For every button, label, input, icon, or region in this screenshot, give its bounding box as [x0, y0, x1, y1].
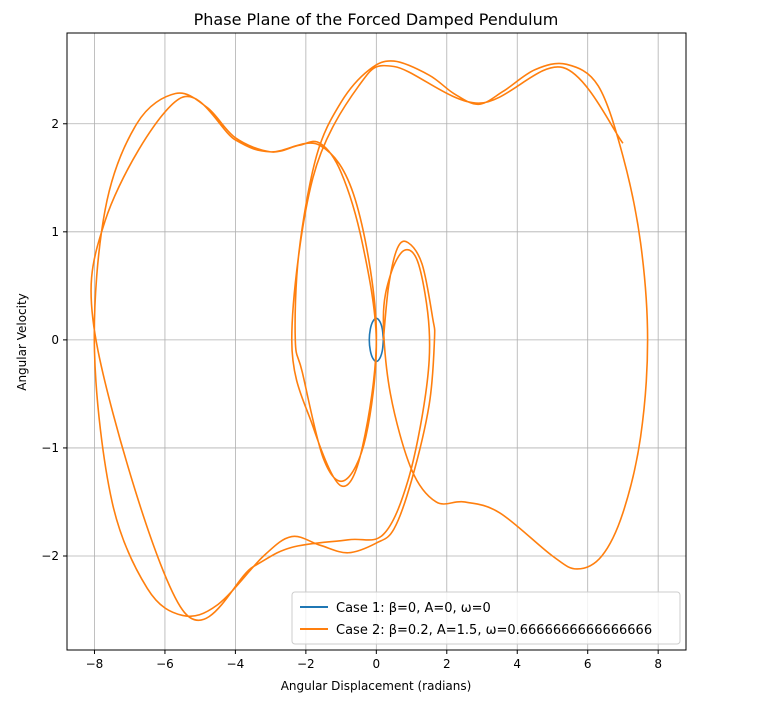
x-tick-label: −8 [86, 657, 104, 671]
legend-label: Case 1: β=0, A=0, ω=0 [336, 601, 491, 616]
y-tick-label: 1 [51, 225, 59, 239]
y-tick-label: 0 [51, 333, 59, 347]
y-tick-label: 2 [51, 117, 59, 131]
line-series [368, 317, 385, 363]
legend-box [291, 591, 681, 645]
legend-label: Case 2: β=0.2, A=1.5, ω=0.66666666666666… [336, 623, 652, 638]
x-tick-label: 4 [513, 657, 521, 671]
axes-frame [66, 32, 687, 651]
chart-title: Phase Plane of the Forced Damped Pendulu… [194, 10, 559, 29]
y-tick-label: −2 [41, 549, 59, 563]
x-tick-label: 8 [654, 657, 662, 671]
x-tick-label: −2 [297, 657, 315, 671]
line-series [90, 60, 649, 621]
x-tick-label: 0 [373, 657, 381, 671]
x-tick-label: −4 [227, 657, 245, 671]
x-tick-label: 2 [443, 657, 451, 671]
x-tick-label: 6 [584, 657, 592, 671]
x-tick-label: −6 [156, 657, 174, 671]
x-axis-label: Angular Displacement (radians) [281, 679, 472, 693]
y-tick-label: −1 [41, 441, 59, 455]
y-axis-label: Angular Velocity [15, 293, 29, 391]
